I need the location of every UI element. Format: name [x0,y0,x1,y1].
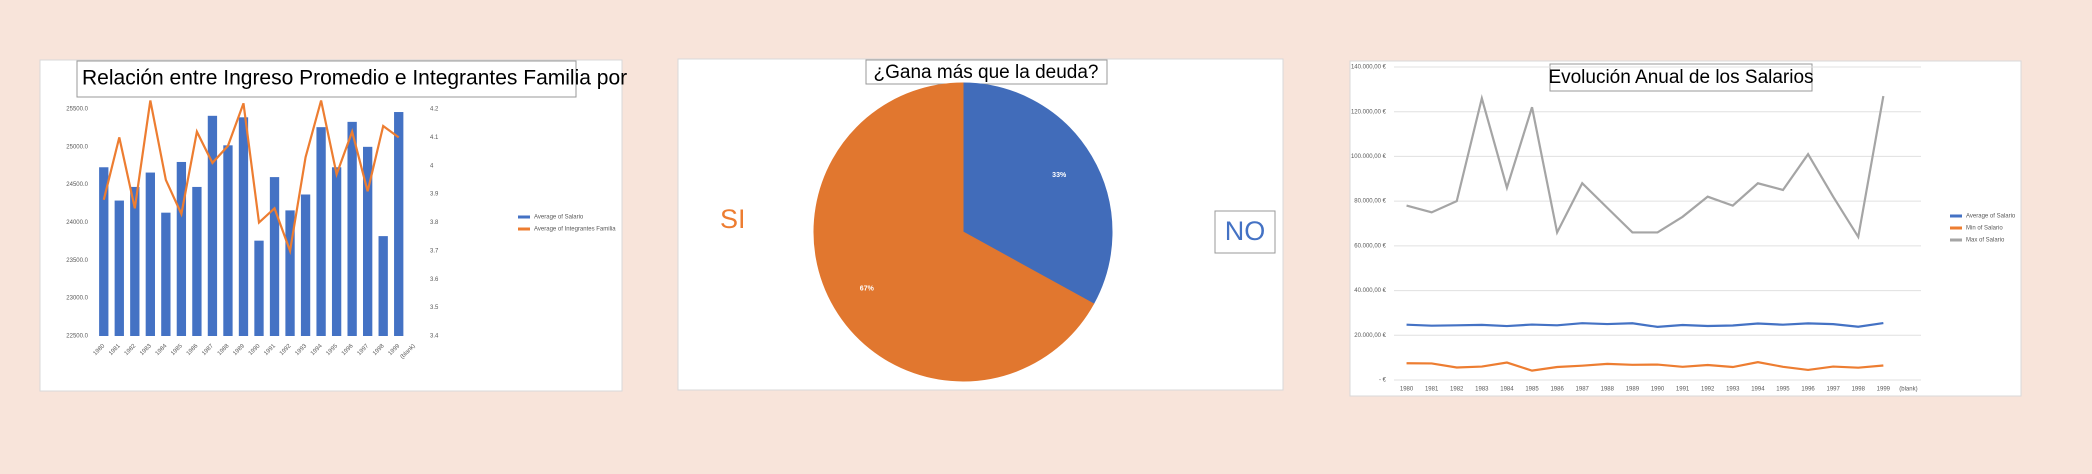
x-tick-label: 1981 [1425,387,1439,393]
line [1406,93,1885,240]
y2-tick-label: 3.7 [430,248,439,254]
line [1406,321,1884,328]
bar [363,146,373,336]
x-tick-label: 1983 [1475,387,1489,393]
x-tick-label: 1990 [1651,387,1665,393]
category-label: NO [1225,216,1266,246]
pie-slice [962,82,1113,305]
y2-tick-label: 3.5 [430,305,439,311]
title-box [1549,63,1813,92]
line [1406,360,1884,372]
data-label: 67% [860,286,875,293]
x-tick-label: 1995 [1776,387,1790,393]
y2-tick-label: 4 [430,163,434,169]
bar [207,115,218,336]
bar [269,177,280,336]
chart-title: Evolución Anual de los Salarios [1548,67,1813,88]
category-label: SI [720,204,746,234]
bar [347,121,357,336]
legend-label: Average of Salario [534,215,584,221]
bar [285,210,295,336]
title-box [865,59,1108,85]
x-tick-label: 1998 [1852,387,1866,393]
data-label: 33% [1052,172,1067,179]
x-tick-label: (blank) [1899,387,1917,393]
label-box [1214,210,1276,254]
x-tick-label: 1987 [1576,387,1590,393]
y-tick-label: 25500.0 [66,107,88,113]
x-tick-label: 1997 [1826,387,1840,393]
x-tick-label: 1989 [1626,387,1640,393]
x-tick-label: 1992 [1701,387,1715,393]
y-tick-label: 140.000,00 € [1351,65,1387,71]
y-tick-label: 100.000,00 € [1351,154,1387,160]
y2-tick-label: 3.6 [430,277,439,283]
y2-tick-label: 3.8 [430,220,439,226]
x-tick-label: 1999 [1877,387,1891,393]
bar [192,186,202,336]
y-tick-label: 40.000,00 € [1354,288,1386,294]
x-tick-label: 1991 [1676,387,1690,393]
bar [176,161,187,336]
legend-label: Min of Salario [1966,226,2003,232]
bar [145,172,155,336]
bar [394,112,404,336]
x-tick-label: 1986 [1550,387,1564,393]
chart-title: Relación entre Ingreso Promedio e Integr… [82,67,627,90]
bar [114,200,124,336]
legend-label: Average of Integrantes Familia [534,227,616,233]
bar [223,145,233,336]
bar [316,127,326,336]
bar [130,186,140,336]
bar [254,240,264,336]
y-tick-label: 23500.0 [66,258,88,264]
x-tick-label: 1988 [1601,387,1615,393]
y-tick-label: 25000.0 [66,144,88,150]
x-tick-label: 1980 [1400,387,1414,393]
chart-panel [39,59,623,392]
line [102,100,400,256]
y-tick-label: 120.000,00 € [1351,109,1387,115]
x-tick-label: 1993 [1726,387,1740,393]
bar [99,167,109,336]
x-tick-label: 1985 [1525,387,1539,393]
y2-tick-label: 3.9 [430,192,439,198]
bar [161,212,171,336]
y-tick-label: 80.000,00 € [1354,199,1386,205]
y-tick-label: 60.000,00 € [1354,243,1386,249]
pie-slice [813,82,1095,382]
y-tick-label: 24500.0 [66,182,88,188]
chart-panel [1349,60,2022,397]
legend-label: Max of Salario [1966,238,2005,244]
x-tick-label: 1996 [1801,387,1815,393]
y-tick-label: 20.000,00 € [1354,333,1386,339]
y-tick-label: 22500.0 [66,334,88,340]
chart-title: ¿Gana más que la deuda? [874,62,1099,83]
y2-tick-label: 4.1 [430,135,439,141]
y-tick-label: 24000.0 [66,220,88,226]
x-tick-label: 1982 [1450,387,1464,393]
y-tick-label: 23000.0 [66,296,88,302]
bar [331,167,342,336]
x-tick-label: 1984 [1500,387,1514,393]
title-box [76,60,577,98]
y-tick-label: - € [1379,378,1387,384]
y2-tick-label: 4.2 [430,107,439,113]
x-tick-label: 1994 [1751,387,1765,393]
bar [300,194,311,336]
bar [238,117,249,336]
legend-label: Average of Salario [1966,214,2016,220]
bar [378,236,388,336]
y2-tick-label: 3.4 [430,334,439,340]
